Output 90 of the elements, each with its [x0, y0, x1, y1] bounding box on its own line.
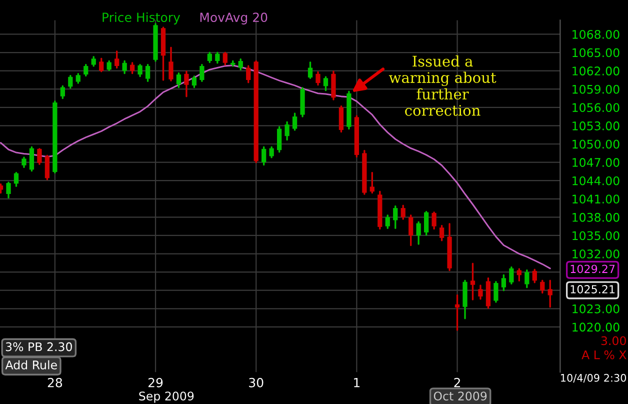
candlestick — [516, 268, 522, 282]
annotation: Issued a warning about further correction — [388, 55, 496, 116]
candlestick — [6, 182, 11, 198]
candlestick — [478, 284, 483, 300]
candlestick — [316, 71, 320, 86]
candlestick — [106, 60, 112, 72]
candlestick — [470, 262, 476, 300]
candlestick — [192, 75, 197, 88]
candlestick — [60, 85, 65, 100]
candlestick — [323, 76, 328, 92]
x-tick-label: 29 — [148, 378, 163, 388]
candlestick — [432, 211, 436, 230]
candlestick — [37, 148, 42, 165]
candlestick — [501, 274, 506, 292]
candlestick — [14, 172, 19, 187]
candlestick — [370, 172, 374, 194]
text: 1025.21 — [570, 285, 615, 294]
series-label: Price History — [102, 12, 180, 24]
text: MovAvg 20 — [200, 12, 268, 24]
y-tick-label: 1035.00 — [572, 231, 620, 240]
text: Oct 2009 — [434, 392, 487, 400]
text: 10/4/09 2:30 — [561, 374, 626, 383]
candlestick — [331, 70, 336, 100]
x-tick-label: 1 — [354, 378, 360, 388]
candlestick — [200, 64, 204, 82]
y-tick-label: 1047.00 — [572, 158, 620, 167]
candlestick — [454, 294, 460, 331]
candlestick — [145, 64, 150, 82]
candlestick — [84, 64, 88, 77]
candlestick — [400, 204, 406, 220]
text: A L % X — [582, 350, 626, 360]
candlestick — [509, 266, 514, 284]
annotation: Add Rule — [5, 360, 57, 370]
candlestick — [114, 50, 120, 69]
candlestick — [548, 280, 552, 308]
y-tick-label: 1044.00 — [572, 176, 620, 186]
x-tick-label: 30 — [249, 378, 264, 388]
candlestick — [284, 121, 290, 141]
y-tick-label: 1023.00 — [572, 304, 620, 314]
candlestick — [238, 58, 243, 70]
candlestick — [408, 214, 414, 246]
candlestick — [122, 60, 127, 74]
y-tick-label: 1041.00 — [572, 194, 620, 204]
text: 3.00 — [601, 336, 626, 346]
candlestick — [222, 52, 228, 66]
candlestick — [424, 210, 429, 236]
candlestick — [22, 156, 26, 168]
candlestick — [262, 146, 266, 166]
candlestick — [393, 205, 398, 229]
candlestick — [416, 221, 421, 245]
y-tick-label: 1020.00 — [572, 322, 620, 332]
candlestick — [308, 61, 313, 79]
text: Sep 2009 — [139, 392, 194, 403]
y-tick-label: 1062.00 — [572, 66, 620, 76]
candlestick — [138, 64, 142, 78]
y-tick-label: 1068.00 — [572, 30, 620, 39]
text: 1029.27 — [570, 264, 615, 274]
y-tick-label: 1038.00 — [572, 212, 620, 222]
candlestick — [207, 52, 212, 64]
candlestick — [215, 52, 220, 64]
x-tick-label: 2 — [454, 378, 460, 388]
candlestick — [246, 65, 251, 84]
candlestick — [68, 74, 73, 89]
candlestick — [292, 112, 298, 131]
candlestick — [29, 146, 34, 172]
y-tick-label: 1050.00 — [572, 140, 620, 149]
candlestick — [276, 126, 282, 153]
candlestick — [338, 105, 344, 133]
y-tick-label: 1056.00 — [572, 103, 620, 112]
candlestick — [44, 154, 50, 180]
annotation: 3% PB 2.30 — [6, 342, 72, 352]
candlestick — [540, 280, 545, 294]
candlestick — [494, 280, 498, 303]
y-tick-label: 1053.00 — [572, 121, 620, 130]
candlestick — [532, 268, 537, 284]
candlestick — [385, 214, 390, 229]
candlestick — [176, 72, 182, 88]
candlestick — [524, 269, 530, 288]
x-tick-label: 28 — [48, 378, 62, 388]
candlestick — [269, 146, 274, 158]
candlestick — [439, 224, 444, 242]
candlestick — [130, 62, 135, 74]
y-tick-label: 1065.00 — [572, 48, 620, 58]
candlestick — [184, 70, 189, 98]
candlestick — [168, 46, 174, 82]
candlestick — [76, 73, 80, 84]
candlestick — [91, 56, 96, 67]
y-tick-label: 1032.00 — [572, 249, 620, 258]
candlestick — [99, 58, 104, 72]
y-tick-label: 1059.00 — [572, 84, 620, 94]
